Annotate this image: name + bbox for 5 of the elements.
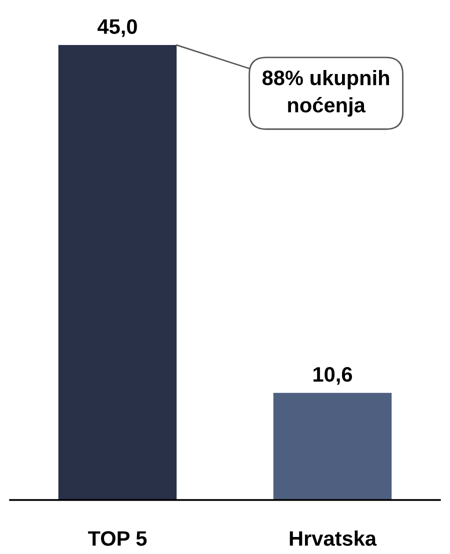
- annotation: 88% ukupnih noćenja: [262, 70, 390, 117]
- data-label: 10,6: [314, 367, 352, 385]
- x-tick-label: TOP 5: [88, 531, 147, 546]
- data-label: 45,0: [98, 19, 137, 37]
- x-tick-label: Hrvatska: [290, 530, 377, 546]
